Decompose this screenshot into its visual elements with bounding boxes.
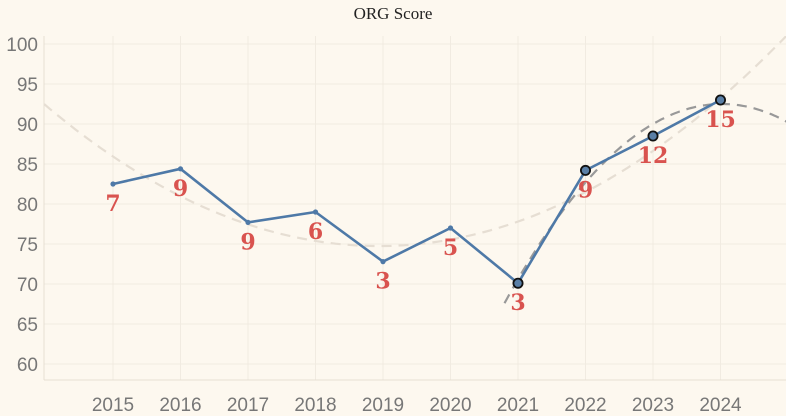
data-point <box>110 181 116 187</box>
data-point-highlighted <box>512 277 524 289</box>
data-series <box>110 94 727 289</box>
y-tick-label: 90 <box>17 115 38 136</box>
data-point <box>380 259 386 265</box>
x-tick-label: 2024 <box>699 395 742 416</box>
x-tick-label: 2017 <box>227 395 269 416</box>
y-tick-label: 75 <box>17 235 38 256</box>
x-tick-label: 2020 <box>429 395 471 416</box>
data-label: 9 <box>578 177 593 203</box>
data-label: 6 <box>308 219 323 245</box>
y-tick-label: 100 <box>6 35 38 56</box>
data-point <box>312 209 319 215</box>
data-label: 15 <box>705 107 736 133</box>
x-tick-label: 2015 <box>92 395 134 416</box>
y-tick-label: 70 <box>17 275 38 296</box>
x-axis: 2015 2016 2017 2018 2019 2020 2021 2022 2023 2024 <box>44 379 786 416</box>
y-tick-label: 60 <box>17 355 38 376</box>
x-tick-label: 2019 <box>362 395 404 416</box>
x-tick-label: 2021 <box>497 395 539 416</box>
y-tick-label: 85 <box>17 155 38 176</box>
data-label: 9 <box>240 229 255 255</box>
grid <box>44 36 786 380</box>
data-labels: 7 9 9 6 3 5 3 9 12 15 <box>105 107 735 316</box>
x-tick-label: 2018 <box>294 395 336 416</box>
y-tick-label: 80 <box>17 195 38 216</box>
data-point <box>245 219 251 225</box>
data-point-highlighted <box>715 94 727 106</box>
x-tick-label: 2016 <box>159 395 201 416</box>
x-tick-label: 2022 <box>564 395 606 416</box>
data-point-highlighted <box>647 130 659 142</box>
plot-area <box>44 36 786 380</box>
y-tick-label: 95 <box>17 75 38 96</box>
data-label: 5 <box>443 235 458 261</box>
data-point <box>177 166 184 172</box>
y-axis: 60 65 70 75 80 85 90 95 100 <box>6 35 45 380</box>
data-label: 9 <box>173 176 188 202</box>
data-label: 3 <box>510 290 525 316</box>
chart-title: ORG Score <box>353 4 433 23</box>
y-tick-label: 65 <box>17 315 38 336</box>
data-label: 7 <box>105 191 120 217</box>
data-point <box>447 225 454 231</box>
data-point-highlighted <box>580 164 592 176</box>
data-label: 3 <box>375 269 390 295</box>
x-tick-label: 2023 <box>632 395 674 416</box>
series-line <box>112 98 722 285</box>
data-label: 12 <box>638 143 669 169</box>
